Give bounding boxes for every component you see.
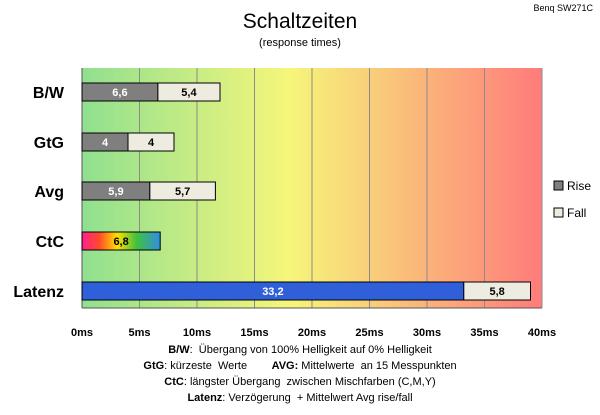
bar-value-label: 6,6	[112, 87, 127, 99]
legend-label-rise: Rise	[567, 179, 591, 193]
x-tick-label: 20ms	[298, 327, 326, 339]
footnote-text: : Übergang von 100% Helligkeit auf 0% He…	[189, 344, 432, 356]
footnotes: B/W: Übergang von 100% Helligkeit auf 0%…	[0, 342, 600, 406]
category-label: Latenz	[13, 284, 64, 301]
category-label: Avg	[34, 184, 64, 201]
category-label: CtC	[36, 234, 65, 251]
x-tick-label: 40ms	[528, 327, 556, 339]
x-tick-label: 30ms	[413, 327, 441, 339]
x-tick-label: 0ms	[71, 327, 93, 339]
x-tick-label: 5ms	[128, 327, 150, 339]
footnote-key: AVG:	[271, 360, 299, 372]
x-tick-label: 15ms	[240, 327, 268, 339]
model-label: Benq SW271C	[533, 3, 593, 13]
footnote-bw: B/W: Übergang von 100% Helligkeit auf 0%…	[0, 342, 600, 358]
bar-value-label: 5,4	[181, 87, 197, 99]
footnote-gtg: GtG: kürzeste Werte AVG: Mittelwerte an …	[0, 358, 600, 374]
x-tick-label: 10ms	[183, 327, 211, 339]
footnote-ctc: CtC: längster Übergang zwischen Mischfar…	[0, 374, 600, 390]
legend-swatch-rise	[553, 180, 564, 191]
footnote-text: : längster Übergang zwischen Mischfarben…	[183, 376, 436, 388]
bar-value-label: 4	[102, 137, 109, 149]
category-label: B/W	[33, 85, 65, 102]
bar-fall	[157, 82, 221, 102]
footnote-key: CtC	[164, 376, 184, 388]
legend-label-fall: Fall	[567, 206, 586, 220]
footnote-latenz: Latenz: Verzögerung + Mittelwert Avg ris…	[0, 390, 600, 406]
legend-swatch-fall	[553, 207, 564, 218]
footnote-key: GtG	[143, 360, 165, 372]
bar-value-label: 5,7	[175, 186, 190, 198]
bar-value-label: 4	[148, 137, 155, 149]
bar-value-label: 33,2	[262, 286, 283, 298]
bar-value-label: 6,8	[113, 236, 128, 248]
bar-fall	[127, 132, 175, 152]
bars	[81, 82, 531, 301]
bar-fall	[149, 181, 216, 201]
chart-subtitle: (response times)	[259, 37, 341, 49]
bar-value-label: 5,8	[490, 286, 505, 298]
footnote-text: Mittelwerte an 15 Messpunkten	[298, 360, 457, 372]
bar-ctc	[81, 231, 161, 251]
footnote-key: B/W	[168, 344, 190, 356]
x-tick-label: 35ms	[470, 327, 498, 339]
footnote-key: Latenz	[187, 392, 223, 404]
category-label: GtG	[34, 135, 64, 152]
x-tick-label: 25ms	[355, 327, 383, 339]
bar-value-label: 5,9	[108, 186, 123, 198]
labels: 0ms 5ms 10ms 15ms 20ms 25ms 30ms 35ms 40ms B/W GtG…	[13, 85, 556, 339]
bar-fall	[463, 281, 531, 301]
legend: Rise Fall	[553, 179, 591, 220]
footnote-text: : Verzögerung + Mittelwert Avg rise/fall	[222, 392, 413, 404]
footnote-text: : kürzeste Werte	[164, 360, 272, 372]
chart-title: Schaltzeiten	[243, 10, 357, 33]
